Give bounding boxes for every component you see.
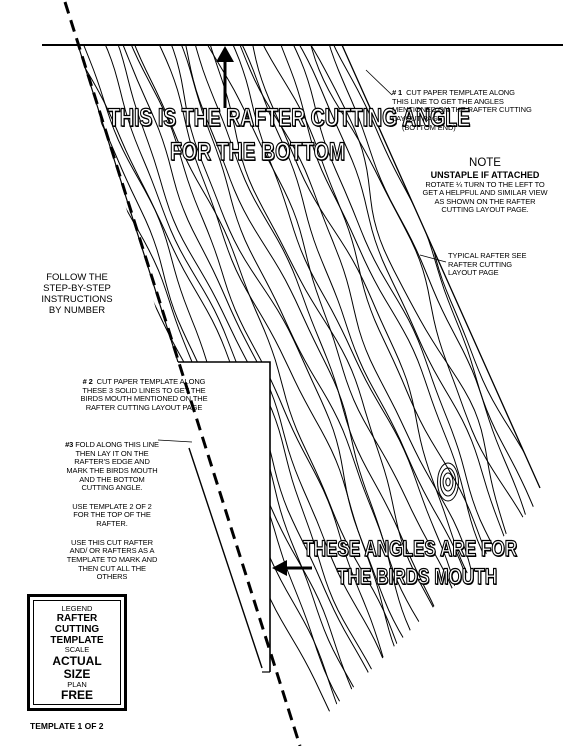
step3-fold-solid-line [188,447,263,669]
wood-knot [439,467,457,497]
birds-mouth-cut-lines [178,361,271,672]
legend-title-cutting: CUTTING [54,624,100,636]
step3-text3: USE THIS CUT RAFTER AND/ OR RAFTERS AS A… [66,537,158,582]
grain-line [116,45,421,746]
left-arrow-icon [272,560,312,576]
legend-scale-actual: ACTUAL [52,653,102,668]
grain-line [504,45,540,746]
grain-line [459,45,540,746]
grain-line [472,45,540,746]
note-title: NOTE [469,157,501,169]
note-block: NOTE UNSTAPLE IF ATTACHED ROTATE ¼ TURN … [420,157,550,215]
grain-line [368,45,540,746]
cutting-angle-heading-line1: THIS IS THE RAFTER CUTTING ANGLE [107,103,471,132]
step3-text: FOLD ALONG THIS LINE THEN LAY IT ON THE … [66,440,159,493]
wood-knot [445,477,451,487]
rafter-right-edge [341,44,541,489]
grain-line [128,45,442,746]
dashed-angle-line [63,1,302,746]
grain-line [300,45,540,746]
legend-label: LEGEND [61,604,93,613]
grain-line [124,45,431,746]
grain-line [513,45,540,746]
grain-line [370,45,540,746]
step1-leader [365,69,393,96]
grain-line [493,45,540,746]
grain-line [326,45,540,746]
template-footer: TEMPLATE 1 OF 2 [30,721,104,731]
birds-mouth-heading-line2: THE BIRDS MOUTH [336,563,498,589]
step3-text2: USE TEMPLATE 2 OF 2 FOR THE TOP OF THE R… [72,501,152,528]
legend-scale-label: SCALE [64,645,90,655]
legend-title-rafter: RAFTER [56,613,98,625]
step1-sub: (BOTTOM END) [402,122,456,132]
grain-line [464,45,540,746]
legend-title-template: TEMPLATE [50,635,104,647]
cutting-angle-heading-line2: FOR THE BOTTOM [169,137,346,166]
step2-text: CUT PAPER TEMPLATE ALONG THESE 3 SOLID L… [80,377,208,412]
step3-block: #3 FOLD ALONG THIS LINE THEN LAY IT ON T… [64,440,160,582]
note-text: ROTATE ¼ TURN TO THE LEFT TO GET A HELPF… [422,179,548,215]
step1-block: # 1 CUT PAPER TEMPLATE ALONG THIS LINE T… [392,88,532,132]
legend-box: LEGEND RAFTER CUTTING TEMPLATE SCALE ACT… [27,594,127,711]
legend-plan-value: FREE [60,688,93,703]
step1-number: # 1 [392,88,403,97]
grain-line [324,45,540,746]
grain-line [424,45,540,746]
wood-knot [437,462,459,502]
grain-line [290,45,540,746]
step2-number: # 2 [82,377,93,386]
step3-number: #3 [65,440,74,449]
grain-line [306,45,540,746]
step3-leader [157,439,193,443]
up-arrow-icon [216,46,234,108]
legend-plan-label: PLAN [67,679,87,689]
birds-mouth-notch [176,362,270,672]
grain-line [151,45,449,746]
step2-block: # 2 CUT PAPER TEMPLATE ALONG THESE 3 SOL… [76,377,212,413]
typical-rafter-note: TYPICAL RAFTER SEE RAFTER CUTTING LAYOUT… [448,251,527,278]
birds-mouth-heading-line1: THESE ANGLES ARE FOR [302,535,518,561]
grain-line [475,45,540,746]
step1-text: CUT PAPER TEMPLATE ALONG THIS LINE TO GE… [392,88,532,123]
note-subtitle: UNSTAPLE IF ATTACHED [430,170,540,181]
wood-knot [442,472,454,492]
legend-scale-size: SIZE [63,666,91,681]
typical-leader [419,254,447,263]
grain-line [437,45,540,746]
follow-instructions: FOLLOW THE STEP-BY-STEP INSTRUCTIONS BY … [41,272,113,316]
grain-line [344,45,540,746]
